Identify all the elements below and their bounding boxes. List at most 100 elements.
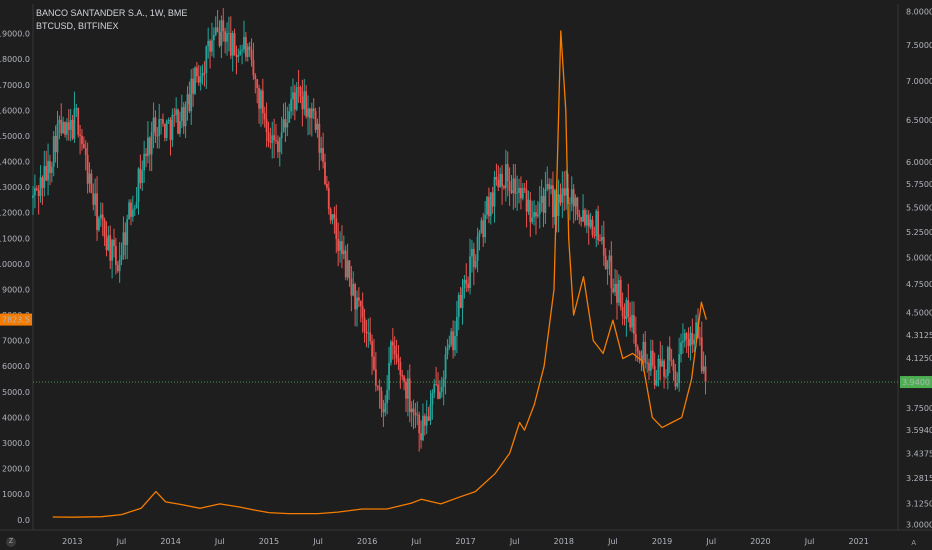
candle-body — [126, 219, 129, 246]
candle-body — [384, 402, 387, 413]
time-axis-tick-label: Jul — [214, 537, 225, 546]
candle-body — [77, 108, 80, 135]
candle-body — [141, 170, 144, 184]
candle-body — [222, 20, 225, 32]
candle-body — [158, 119, 161, 136]
candle-body — [143, 153, 146, 171]
candle-body — [491, 192, 494, 207]
candle-body — [548, 183, 551, 190]
candle-body — [214, 27, 217, 36]
candle-body — [503, 186, 505, 189]
candle-body — [668, 347, 671, 361]
candle-body — [356, 297, 358, 310]
candle-body — [58, 119, 61, 124]
candle-body — [471, 248, 473, 257]
candle-body — [295, 87, 298, 110]
candle-body — [525, 189, 528, 212]
candle-body — [224, 31, 227, 42]
candle-body — [50, 166, 53, 174]
candle-body — [339, 241, 341, 251]
candle-body — [431, 393, 434, 405]
candle-body — [169, 119, 172, 140]
candle-body — [414, 412, 417, 416]
candle-body — [570, 189, 573, 204]
candle-body — [324, 161, 326, 184]
candle-body — [248, 46, 251, 50]
candle-body — [120, 255, 123, 260]
candle-body — [239, 50, 242, 55]
candle-body — [546, 183, 549, 190]
candle-body — [284, 119, 287, 128]
legend-secondary-symbol[interactable]: BTCUSD, BITFINEX — [36, 21, 119, 31]
left-axis-tick-label: 12000.0 — [0, 209, 30, 218]
candle-body — [595, 211, 598, 236]
candle-body — [350, 278, 353, 296]
candle-body — [506, 163, 509, 182]
time-axis-tick-label: 2014 — [160, 537, 180, 546]
left-axis-tick-label: 11000.0 — [0, 234, 30, 243]
candle-body — [47, 160, 49, 181]
candle-body — [665, 375, 667, 377]
candle-body — [320, 148, 323, 153]
candle-body — [627, 300, 630, 318]
candle-body — [171, 114, 174, 140]
left-axis-tick-label: 19000.0 — [0, 30, 30, 39]
left-axis-tick-label: 5000.0 — [2, 388, 30, 397]
candle-body — [148, 137, 151, 155]
auto-scale-icon[interactable]: A — [911, 540, 916, 547]
grid-lines — [0, 4, 932, 531]
candle-body — [629, 317, 632, 328]
time-axis-tick-label: Jul — [411, 537, 422, 546]
candle-body — [163, 123, 166, 138]
candle-body — [147, 137, 149, 157]
left-price-marker-label: 7823.5 — [2, 316, 30, 325]
candle-body — [363, 317, 366, 332]
candle-body — [118, 259, 121, 272]
candle-body — [233, 33, 236, 56]
candle-body — [35, 188, 38, 191]
candle-body — [226, 33, 228, 42]
time-axis[interactable]: 2013 Jul 2014 Jul 2015 Jul 2016 Jul 2017 Jul 2018 J… — [62, 537, 869, 546]
candle-body — [258, 88, 260, 109]
candle-body — [241, 49, 244, 51]
candle-body — [88, 173, 91, 184]
left-axis-tick-label: 18000.0 — [0, 55, 30, 64]
candle-body — [550, 185, 552, 190]
time-axis-tick-label: 2015 — [259, 537, 279, 546]
candle-body — [286, 122, 289, 128]
right-axis-tick-label: 4.5000 — [906, 308, 932, 317]
candle-body — [246, 46, 249, 57]
candle-body — [186, 94, 189, 105]
candle-body — [260, 90, 262, 109]
candle-body — [69, 119, 72, 130]
time-axis-tick-label: Jul — [607, 537, 618, 546]
candle-body — [689, 332, 692, 346]
left-axis-tick-label: 7000.0 — [2, 337, 30, 346]
candle-body — [386, 389, 389, 403]
candle-body — [493, 176, 496, 207]
right-axis-tick-label: 7.5000 — [906, 41, 932, 50]
legend-main-symbol[interactable]: BANCO SANTANDER S.A., 1W, BME — [36, 8, 188, 18]
candle-body — [408, 378, 411, 413]
candle-body — [452, 331, 454, 351]
right-axis-tick-label: 4.1250 — [906, 354, 932, 363]
candle-body — [633, 315, 635, 335]
right-price-axis[interactable]: 3.0000 3.1250 3.2815 3.4375 3.5940 3.7500 4.12… — [906, 7, 932, 529]
candle-body — [39, 177, 42, 197]
candle-body — [412, 408, 415, 413]
candle-body — [96, 193, 98, 231]
candle-body — [244, 37, 247, 57]
candle-body — [682, 340, 684, 343]
candle-body — [81, 135, 83, 145]
candle-body — [685, 333, 688, 339]
candle-body — [60, 119, 63, 134]
candle-body — [572, 189, 575, 207]
timezone-icon[interactable]: Z — [6, 537, 16, 547]
candle-body — [348, 260, 351, 279]
candle-body — [124, 232, 127, 246]
candle-body — [252, 59, 255, 76]
candle-body — [429, 404, 432, 421]
candle-body — [476, 236, 479, 261]
price-markers: 3.9400 7823.5 — [0, 313, 932, 389]
